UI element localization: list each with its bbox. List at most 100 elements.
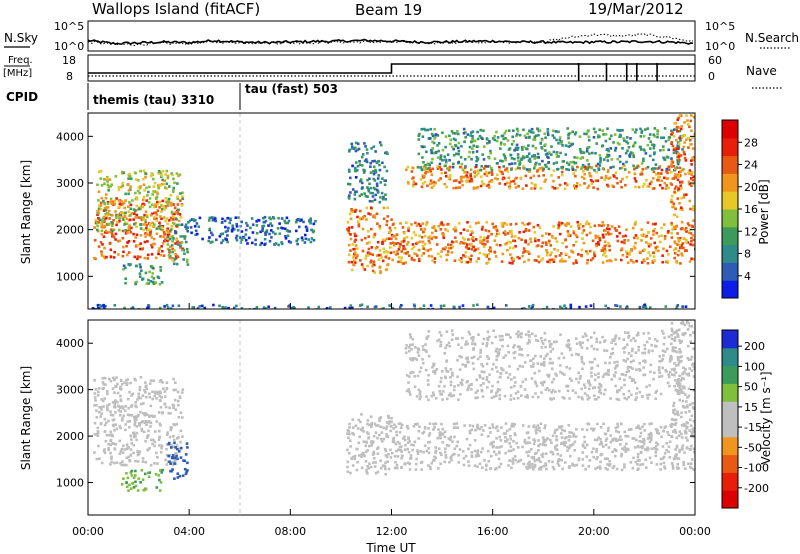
scatter-cell [428,235,432,238]
scatter-cell [662,247,665,251]
scatter-cell [620,454,623,458]
scatter-cell [117,404,120,408]
scatter-cell [109,200,113,203]
scatter-cell [162,183,166,186]
scatter-cell [689,466,693,470]
scatter-cell [563,304,566,307]
scatter-cell [685,240,688,244]
scatter-cell [160,281,164,284]
scatter-cell [353,193,357,196]
scatter-cell [431,231,434,235]
scatter-cell [430,461,434,465]
scatter-cell [296,237,300,241]
scatter-cell [581,464,585,467]
scatter-cell [533,187,537,190]
scatter-cell [126,413,130,416]
scatter-cell [134,474,137,477]
scatter-cell [457,222,461,225]
scatter-cell [527,436,531,440]
scatter-cell [678,129,682,133]
scatter-cell [218,235,222,238]
scatter-cell [689,138,692,142]
scatter-cell [181,197,184,201]
scatter-cell [403,448,407,452]
scatter-cell [683,228,687,232]
scatter-cell [113,250,116,254]
scatter-cell [661,349,665,353]
scatter-cell [677,434,681,437]
scatter-cell [158,429,161,433]
scatter-cell [107,446,110,450]
scatter-cell [367,187,370,191]
scatter-cell [625,228,628,231]
scatter-cell [592,347,596,351]
scatter-cell [107,377,111,381]
scatter-cell [100,225,103,229]
scatter-cell [678,201,681,205]
scatter-cell [564,259,567,263]
scatter-cell [284,221,287,225]
scatter-cell [578,305,581,309]
scatter-cell [139,234,143,237]
scatter-cell [123,448,126,451]
scatter-cell [361,227,365,231]
scatter-cell [159,184,162,187]
scatter-cell [207,239,210,243]
scatter-cell [145,186,148,190]
scatter-cell [366,254,370,257]
scatter-cell [169,307,173,309]
scatter-cell [95,409,98,412]
scatter-cell [477,172,480,175]
scatter-cell [350,226,354,229]
scatter-cell [691,178,695,182]
scatter-cell [435,236,438,239]
scatter-cell [560,352,564,355]
scatter-cell [370,425,373,429]
scatter-cell [610,134,613,138]
scatter-cell [483,172,487,176]
scatter-cell [171,247,174,251]
scatter-cell [134,484,138,488]
scatter-cell [381,197,385,201]
scatter-cell [162,254,166,257]
scatter-cell [405,389,409,393]
scatter-cell [691,147,695,150]
scatter-cell [515,441,518,445]
scatter-cell [251,231,255,234]
scatter-cell [683,134,687,137]
scatter-cell [538,129,542,132]
scatter-cell [162,387,165,391]
scatter-cell [469,131,473,134]
scatter-cell [390,237,393,240]
scatter-cell [638,435,642,438]
scatter-cell [144,235,147,238]
scatter-cell [181,388,185,391]
scatter-cell [583,177,586,180]
scatter-cell [358,163,362,166]
scatter-cell [491,445,495,449]
scatter-cell [568,397,571,400]
scatter-cell [149,280,153,283]
scatter-cell [93,392,97,395]
scatter-cell [475,163,478,167]
scatter-cell [583,165,587,169]
scatter-cell [622,448,626,452]
scatter-cell [575,428,578,431]
scatter-cell [472,187,476,190]
scatter-cell [430,173,434,176]
scatter-cell [557,225,561,228]
scatter-cell [587,163,591,166]
scatter-cell [109,438,113,442]
scatter-cell [484,170,488,174]
scatter-cell [221,221,224,224]
scatter-cell [512,397,516,400]
scatter-cell [630,248,633,251]
scatter-cell [107,434,110,437]
scatter-cell [135,431,139,435]
nsky-tick-top: 10^5 [54,20,84,33]
scatter-cell [509,253,512,256]
scatter-cell [512,424,515,428]
scatter-cell [661,260,664,264]
scatter-cell [421,156,424,159]
